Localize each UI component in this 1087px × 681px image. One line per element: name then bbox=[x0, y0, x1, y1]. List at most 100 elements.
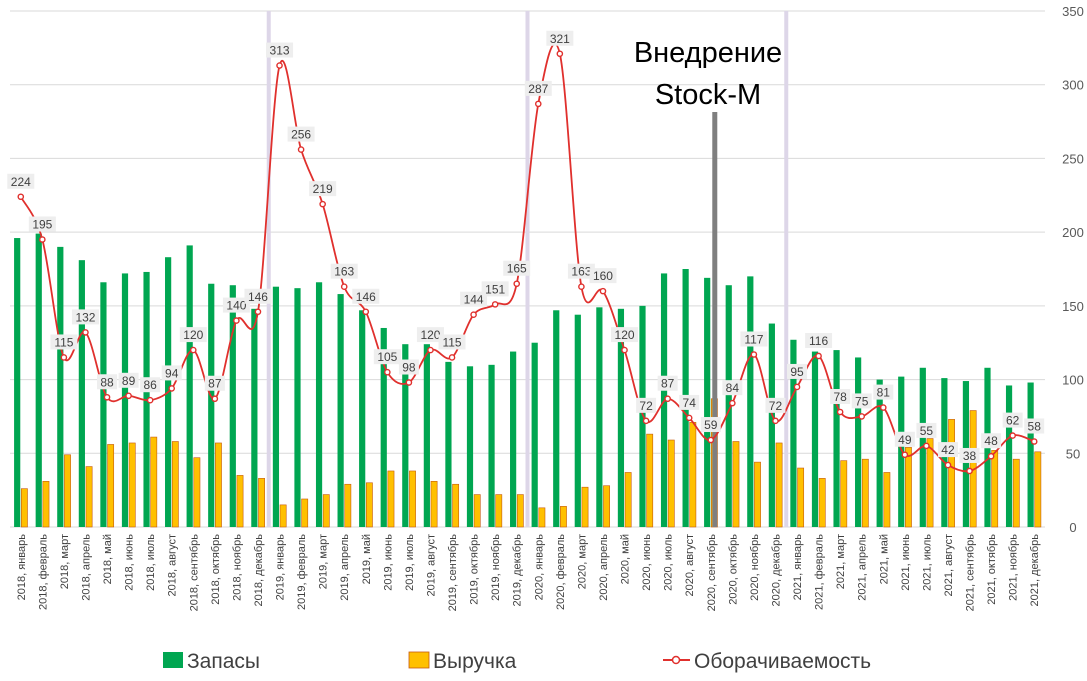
y-tick-label: 300 bbox=[1062, 78, 1084, 93]
revenue-bar bbox=[430, 480, 438, 528]
data-label: 132 bbox=[75, 310, 95, 324]
x-axis: 2018, январь 2018, февраль 2018, март 2018,… bbox=[16, 534, 1041, 612]
annotation-line1: Внедрение bbox=[634, 37, 782, 69]
stock-bar bbox=[1005, 385, 1013, 527]
x-tick-label: 2021, июнь bbox=[900, 534, 912, 591]
stock-bar bbox=[617, 308, 625, 527]
revenue-bar bbox=[215, 442, 222, 528]
data-label: 165 bbox=[507, 262, 527, 276]
data-label-bg bbox=[266, 42, 294, 58]
data-label-bg bbox=[50, 334, 78, 350]
turnover-point bbox=[534, 100, 542, 108]
y-tick-label: 0 bbox=[1069, 520, 1076, 535]
legend-stock-swatch bbox=[163, 652, 183, 668]
data-label-bg bbox=[894, 431, 915, 447]
turnover-point bbox=[39, 236, 46, 243]
data-label-bg bbox=[481, 281, 509, 297]
data-label: 219 bbox=[313, 182, 333, 196]
data-label-bg bbox=[765, 397, 786, 413]
data-label: 55 bbox=[920, 424, 934, 438]
stock-bar bbox=[229, 285, 236, 527]
turnover-point bbox=[362, 308, 370, 316]
data-label: 58 bbox=[1028, 419, 1042, 433]
data-label-bg bbox=[222, 297, 250, 313]
data-label: 120 bbox=[615, 328, 635, 342]
y-tick-label: 350 bbox=[1062, 4, 1084, 19]
turnover-point bbox=[578, 283, 585, 290]
turnover-point bbox=[729, 399, 736, 407]
data-label: 62 bbox=[1006, 414, 1020, 428]
revenue-bar bbox=[581, 486, 589, 528]
data-label-bg bbox=[805, 332, 833, 348]
revenue-bar bbox=[797, 467, 805, 528]
annotation-line-group bbox=[712, 112, 718, 527]
revenue-bar bbox=[365, 482, 373, 528]
turnover-point bbox=[60, 354, 68, 361]
data-label-bg bbox=[567, 263, 595, 279]
data-label: 224 bbox=[11, 175, 31, 189]
data-label-bg bbox=[71, 309, 99, 325]
y-tick-label: 100 bbox=[1062, 373, 1084, 388]
revenue-bar bbox=[991, 450, 999, 528]
x-tick-label: 2021, декабрь bbox=[1029, 534, 1041, 607]
data-label-bg bbox=[589, 268, 617, 284]
turnover-point bbox=[750, 351, 758, 358]
legend-revenue-swatch bbox=[408, 651, 430, 669]
data-label-bg bbox=[97, 374, 118, 390]
revenue-bar bbox=[926, 438, 934, 528]
data-label: 81 bbox=[877, 386, 891, 400]
annotation: Внедрение Stock-M bbox=[634, 37, 782, 111]
data-label-bg bbox=[204, 375, 225, 391]
revenue-bar bbox=[279, 504, 287, 528]
stock-bar bbox=[402, 344, 409, 527]
revenue-bar bbox=[840, 460, 848, 528]
stock-bar bbox=[294, 288, 301, 527]
stock-bar bbox=[553, 310, 560, 527]
turnover-point bbox=[815, 352, 822, 360]
turnover-point bbox=[772, 417, 779, 425]
data-label: 87 bbox=[661, 377, 675, 391]
x-tick-label: 2018, февраль bbox=[37, 534, 49, 610]
data-label-bg bbox=[873, 384, 894, 400]
data-label: 256 bbox=[291, 128, 311, 142]
x-tick-label: 2018, сентябрь bbox=[188, 534, 200, 612]
data-label: 163 bbox=[334, 265, 354, 279]
turnover-point bbox=[125, 392, 132, 400]
revenue-bar bbox=[775, 442, 783, 528]
x-tick-label: 2020, июль bbox=[663, 534, 675, 591]
turnover-point bbox=[82, 329, 89, 336]
turnover-point bbox=[103, 393, 111, 401]
data-label-bg bbox=[636, 397, 657, 413]
stock-bar bbox=[811, 351, 819, 527]
turnover-point bbox=[17, 193, 25, 201]
revenue-bar bbox=[322, 494, 330, 528]
data-label-bg bbox=[503, 260, 531, 276]
data-label-bg bbox=[787, 363, 808, 379]
data-label: 144 bbox=[464, 293, 484, 307]
stock-bar bbox=[790, 339, 797, 527]
stock-bar bbox=[510, 351, 517, 527]
data-label: 313 bbox=[270, 44, 290, 58]
turnover-point bbox=[556, 50, 564, 58]
x-tick-label: 2019, июль bbox=[404, 534, 416, 591]
y-tick-label: 200 bbox=[1062, 225, 1084, 240]
data-label: 146 bbox=[248, 290, 268, 304]
data-label: 98 bbox=[402, 361, 416, 375]
revenue-bar bbox=[516, 494, 524, 528]
x-tick-label: 2019, март bbox=[318, 534, 330, 589]
data-label: 48 bbox=[984, 434, 998, 448]
turnover-point bbox=[427, 346, 434, 354]
x-tick-label: 2019, июнь bbox=[382, 534, 394, 591]
turnover-point bbox=[685, 414, 693, 422]
data-label: 120 bbox=[183, 328, 203, 342]
turnover-point bbox=[297, 146, 305, 153]
data-label-bg bbox=[700, 417, 721, 433]
turnover-point bbox=[793, 383, 801, 391]
revenue-bar bbox=[387, 470, 395, 528]
data-label: 84 bbox=[726, 381, 740, 395]
data-label-bg bbox=[1024, 418, 1045, 434]
stock-bar bbox=[423, 344, 430, 527]
turnover-point bbox=[599, 287, 607, 295]
revenue-bar bbox=[560, 506, 567, 528]
stock-bar bbox=[186, 245, 193, 527]
